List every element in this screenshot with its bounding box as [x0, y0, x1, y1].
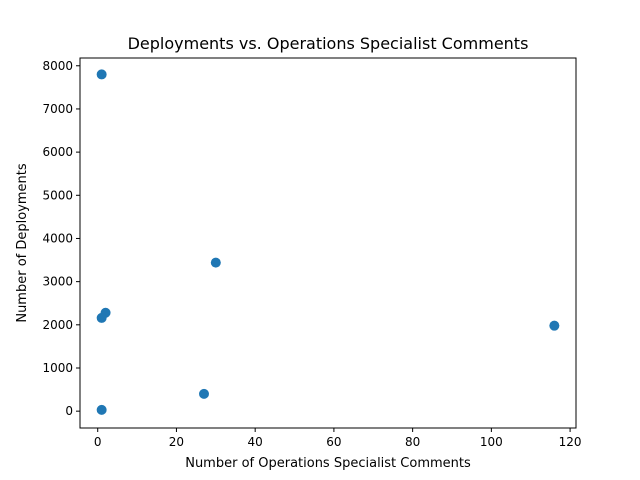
y-tick-label: 6000: [42, 145, 73, 159]
scatter-point: [210, 257, 221, 268]
x-tick-label: 100: [480, 435, 503, 449]
y-axis-label: Number of Deployments: [15, 163, 30, 323]
y-tick-label: 8000: [42, 59, 73, 73]
x-tick-label: 0: [94, 435, 102, 449]
chart-title: Deployments vs. Operations Specialist Co…: [128, 34, 529, 53]
y-tick-label: 1000: [42, 361, 73, 375]
scatter-point: [96, 69, 107, 80]
y-tick-label: 4000: [42, 231, 73, 245]
scatter-point: [96, 404, 107, 415]
y-tick-label: 7000: [42, 102, 73, 116]
scatter-point: [96, 312, 107, 323]
y-tick-label: 0: [65, 404, 73, 418]
x-tick-label: 20: [169, 435, 184, 449]
x-tick-label: 40: [248, 435, 263, 449]
y-tick-label: 2000: [42, 318, 73, 332]
x-axis-label: Number of Operations Specialist Comments: [185, 456, 471, 471]
y-tick-label: 3000: [42, 275, 73, 289]
y-axis-ticks: 0 1000 2000 3000 4000 5000 6000 7000 8000: [42, 59, 80, 418]
plot-frame: [79, 57, 577, 429]
data-points: [96, 69, 560, 415]
scatter-point: [549, 320, 560, 331]
x-tick-label: 120: [559, 435, 582, 449]
x-axis-ticks: 0 20 40 60 80 100 120: [94, 428, 582, 449]
y-tick-label: 5000: [42, 188, 73, 202]
x-tick-label: 80: [405, 435, 420, 449]
scatter-point: [199, 388, 209, 399]
x-tick-label: 60: [326, 435, 341, 449]
